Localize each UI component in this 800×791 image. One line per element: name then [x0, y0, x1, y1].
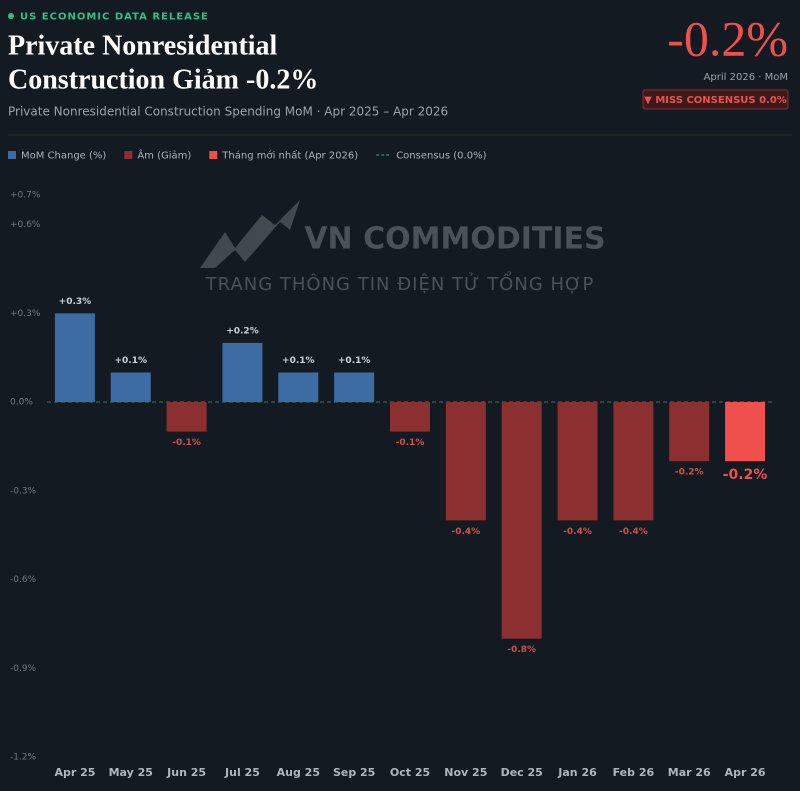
y-tick-label: -0.6% [10, 575, 37, 585]
y-tick-label: -1.2% [10, 753, 37, 763]
x-tick-label: Dec 25 [501, 766, 543, 779]
badge-box [642, 89, 789, 110]
bar [54, 313, 95, 403]
x-tick-label: Aug 25 [277, 766, 320, 779]
legend-label: Âm (Giảm) [137, 149, 191, 162]
y-tick-label: 0.0% [10, 398, 33, 408]
x-tick-label: Jun 25 [166, 766, 206, 779]
legend-label: MoM Change (%) [21, 151, 106, 162]
legend-label: Consensus (0.0%) [396, 151, 486, 162]
title-line: Construction Giảm -0.2% [8, 64, 318, 95]
badge: ▼ MISS CONSENSUS 0.0% [644, 95, 787, 106]
value-label: +0.3% [59, 297, 92, 307]
bar [278, 372, 319, 403]
value-label: -0.8% [507, 645, 536, 655]
x-tick-label: Sep 25 [333, 766, 375, 779]
value-label: -0.2% [723, 467, 768, 483]
bar [557, 402, 598, 521]
value-label: -0.1% [396, 438, 425, 448]
legend-label: Tháng mới nhất (Apr 2026) [221, 150, 358, 162]
y-tick-label: +0.3% [10, 309, 41, 319]
status-dot [8, 13, 14, 19]
value-label: -0.4% [563, 527, 592, 537]
value-label: -0.4% [619, 527, 648, 537]
y-tick-label: -0.3% [10, 486, 37, 496]
y-tick-label: +0.7% [10, 191, 41, 201]
value-label: -0.4% [451, 527, 480, 537]
legend-swatch [124, 151, 133, 159]
watermark-text: TRANG THÔNG TIN ĐIỆN TỬ TỔNG HỢP [205, 271, 595, 295]
x-tick-label: Jul 25 [224, 766, 260, 779]
headline-sub: April 2026 · MoM [704, 72, 788, 83]
bar [390, 402, 430, 432]
y-tick-label: +0.6% [10, 220, 41, 230]
watermark: VN COMMODITIES TRANG THÔNG TIN ĐIỆN TỬ T… [200, 200, 606, 295]
watermark-text: VN COMMODITIES [304, 222, 605, 257]
bar [725, 402, 766, 462]
x-tick-label: Jan 26 [557, 766, 597, 779]
bar [222, 342, 263, 403]
legend-swatch [209, 151, 218, 159]
watermark-logo [200, 200, 300, 268]
value-label: +0.1% [282, 356, 315, 366]
bar [110, 372, 151, 403]
value-label: +0.1% [115, 356, 148, 366]
tag: US ECONOMIC DATA RELEASE [20, 12, 209, 23]
title-line: Private Nonresidential [8, 30, 278, 61]
x-tick-label: Oct 25 [390, 766, 430, 779]
bar [669, 402, 710, 462]
value-label: -0.2% [675, 468, 704, 478]
bar [334, 372, 375, 403]
x-tick-label: Mar 26 [668, 766, 711, 779]
value-label: -0.1% [172, 438, 201, 448]
x-tick-label: Feb 26 [613, 766, 655, 779]
x-tick-label: Nov 25 [444, 766, 487, 779]
value-label: +0.1% [338, 356, 371, 366]
bar [613, 402, 654, 521]
y-tick-label: -0.9% [10, 664, 37, 674]
value-label: +0.2% [226, 326, 259, 336]
x-tick-label: Apr 25 [54, 766, 95, 779]
bar [445, 402, 486, 521]
bar [166, 402, 207, 432]
bar [501, 402, 542, 639]
x-tick-label: May 25 [109, 766, 153, 779]
headline-value: -0.2% [667, 10, 788, 66]
legend-swatch [8, 151, 16, 159]
x-tick-label: Apr 26 [725, 766, 766, 779]
subtitle: Private Nonresidential Construction Spen… [8, 105, 448, 119]
